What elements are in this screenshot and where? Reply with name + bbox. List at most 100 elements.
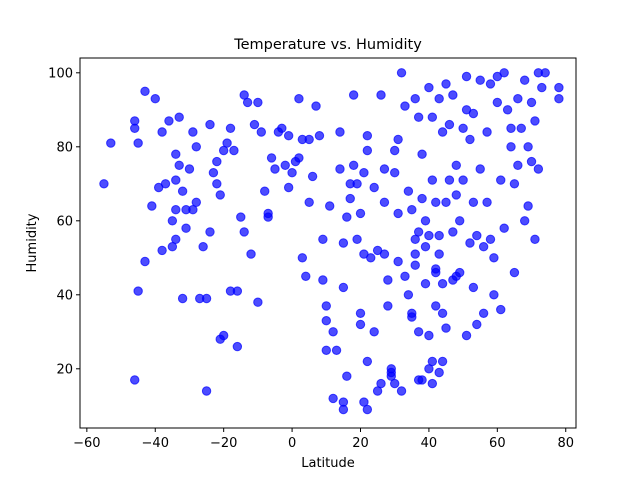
- x-tick-label: −60: [73, 436, 100, 451]
- scatter-point: [205, 119, 215, 130]
- scatter-point: [461, 330, 472, 341]
- scatter-point: [362, 356, 373, 367]
- scatter-point: [301, 271, 311, 281]
- scatter-point: [294, 94, 304, 104]
- scatter-point: [441, 197, 451, 208]
- scatter-point: [232, 341, 243, 352]
- scatter-point: [236, 212, 246, 222]
- scatter-point: [304, 134, 314, 145]
- scatter-point: [171, 175, 181, 185]
- scatter-point: [369, 182, 379, 193]
- scatter-point: [325, 201, 335, 211]
- scatter-point: [150, 94, 160, 104]
- scatter-point: [184, 164, 195, 174]
- scatter-point: [201, 293, 212, 304]
- scatter-point: [499, 68, 509, 78]
- scatter-point: [383, 275, 393, 285]
- x-tick-label: −40: [142, 436, 169, 451]
- scatter-point: [424, 82, 434, 93]
- scatter-point: [489, 290, 499, 300]
- scatter-point: [441, 79, 451, 89]
- chart-title: Temperature vs. Humidity: [233, 37, 422, 53]
- scatter-point: [328, 393, 338, 404]
- scatter-point: [383, 301, 393, 311]
- scatter-point: [260, 186, 270, 196]
- scatter-point: [403, 290, 414, 300]
- scatter-point: [133, 286, 143, 296]
- x-axis-ticks: −60 −40 −20 0 20 40 60 80: [73, 428, 574, 451]
- scatter-point: [188, 127, 198, 137]
- scatter-point: [451, 160, 461, 171]
- scatter-point: [478, 308, 489, 318]
- scatter-point: [198, 242, 208, 252]
- scatter-point: [355, 208, 366, 219]
- scatter-point: [167, 216, 178, 226]
- scatter-point: [181, 223, 191, 233]
- scatter-point: [533, 164, 544, 174]
- scatter-point: [352, 234, 362, 245]
- scatter-point: [171, 149, 181, 159]
- scatter-point: [201, 386, 212, 396]
- scatter-point: [369, 327, 379, 337]
- scatter-point: [400, 101, 410, 111]
- scatter-point: [215, 190, 225, 200]
- scatter-point: [427, 112, 438, 122]
- scatter-point: [140, 256, 150, 267]
- scatter-point: [338, 238, 349, 248]
- scatter-point: [400, 271, 410, 281]
- scatter-point: [516, 123, 526, 134]
- scatter-point: [410, 94, 420, 104]
- scatter-point: [171, 234, 181, 245]
- scatter-point: [424, 330, 434, 341]
- scatter-point: [328, 327, 338, 337]
- scatter-point: [407, 308, 417, 318]
- scatter-point: [379, 164, 390, 174]
- scatter-point: [396, 386, 407, 396]
- scatter-point: [413, 327, 424, 337]
- scatter-point: [530, 116, 540, 126]
- scatter-point: [246, 249, 256, 259]
- scatter-point: [359, 168, 369, 178]
- scatter-point: [342, 212, 352, 222]
- scatter-point: [434, 94, 444, 104]
- scatter-point: [417, 375, 427, 385]
- scatter-point: [345, 193, 355, 204]
- scatter-point: [468, 197, 479, 208]
- scatter-point: [376, 378, 386, 389]
- scatter-point: [239, 227, 249, 237]
- scatter-point: [297, 253, 308, 263]
- scatter-point: [434, 367, 444, 378]
- scatter-point: [513, 94, 523, 104]
- scatter-point: [338, 282, 349, 293]
- scatter-point: [366, 253, 376, 263]
- scatter-point: [191, 197, 202, 208]
- scatter-point: [130, 123, 140, 134]
- scatter-point: [318, 275, 328, 285]
- scatter-point: [106, 138, 116, 148]
- scatter-point: [304, 197, 314, 208]
- y-tick-label: 80: [56, 140, 73, 155]
- scatter-point: [253, 97, 263, 108]
- y-tick-label: 40: [56, 288, 73, 303]
- scatter-point: [335, 164, 345, 174]
- scatter-point: [434, 230, 444, 241]
- scatter-point: [174, 160, 184, 171]
- scatter-point: [191, 142, 202, 152]
- scatter-point: [475, 75, 485, 85]
- y-tick-label: 100: [48, 66, 73, 81]
- scatter-point: [157, 245, 167, 256]
- scatter-point: [420, 242, 431, 252]
- scatter-point: [362, 131, 373, 141]
- scatter-point: [502, 105, 513, 115]
- scatter-point: [348, 90, 359, 100]
- scatter-point: [420, 216, 431, 226]
- y-tick-label: 20: [56, 362, 73, 377]
- scatter-point: [519, 75, 530, 85]
- scatter-point: [526, 156, 537, 167]
- scatter-point: [164, 116, 174, 126]
- scatter-point: [355, 319, 366, 330]
- scatter-point: [362, 404, 373, 415]
- scatter-point: [468, 282, 479, 293]
- scatter-point: [431, 264, 441, 274]
